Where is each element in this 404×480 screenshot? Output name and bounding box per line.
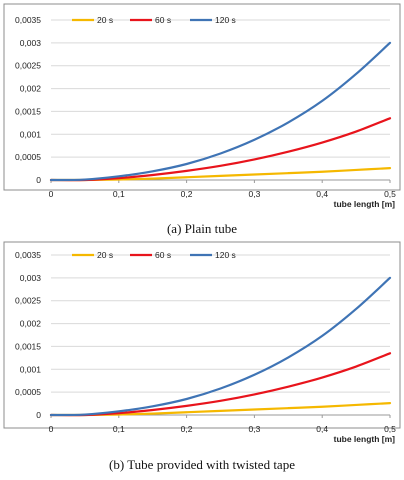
chart-panel-b: 0 0,0005 0,001 0,0015 0,002 0,0025 0,003 0,0035… bbox=[0, 240, 404, 480]
y-tick-label: 0,002 bbox=[20, 319, 42, 329]
chart-frame bbox=[3, 3, 401, 191]
legend-label: 20 s bbox=[97, 250, 113, 260]
x-tick-label: 0,2 bbox=[181, 189, 193, 199]
legend-label: 120 s bbox=[215, 250, 236, 260]
x-tick-label: 0 bbox=[49, 424, 54, 434]
x-tick-label: 0,4 bbox=[316, 189, 328, 199]
y-tick-label: 0,0015 bbox=[15, 341, 41, 351]
chart-plain-tube: 0 0,0005 0,001 0,0015 0,002 0,0025 0,003 0,0035… bbox=[3, 3, 401, 209]
x-axis-label: tube length [m] bbox=[334, 199, 396, 209]
x-tick-label: 0,5 bbox=[384, 189, 396, 199]
x-tick-label: 0,1 bbox=[113, 189, 125, 199]
chart-frame bbox=[3, 241, 401, 429]
y-tick-label: 0,002 bbox=[20, 84, 42, 94]
y-tick-label: 0,0015 bbox=[15, 106, 41, 116]
chart-twisted-tape: 0 0,0005 0,001 0,0015 0,002 0,0025 0,003 0,0035… bbox=[3, 241, 401, 444]
series-line bbox=[49, 41, 392, 182]
x-tick-label: 0,4 bbox=[316, 424, 328, 434]
y-tick-label: 0,0025 bbox=[15, 296, 41, 306]
y-tick-label: 0 bbox=[36, 175, 41, 185]
y-tick-label: 0,001 bbox=[20, 129, 42, 139]
chart-panel-a: 0 0,0005 0,001 0,0015 0,002 0,0025 0,003 0,0035… bbox=[3, 3, 401, 236]
legend-label: 60 s bbox=[155, 250, 171, 260]
caption-plain-tube: (a) Plain tube bbox=[166, 221, 238, 236]
y-tick-label: 0,0035 bbox=[15, 250, 41, 260]
x-tick-label: 0,5 bbox=[384, 424, 396, 434]
x-tick-label: 0,3 bbox=[248, 424, 260, 434]
legend-label: 120 s bbox=[215, 15, 236, 25]
legend-label: 60 s bbox=[155, 15, 171, 25]
x-tick-label: 0,3 bbox=[248, 189, 260, 199]
y-tick-label: 0,003 bbox=[20, 38, 42, 48]
x-tick-label: 0,2 bbox=[181, 424, 193, 434]
x-tick-label: 0,1 bbox=[113, 424, 125, 434]
x-tick-label: 0 bbox=[49, 189, 54, 199]
legend-label: 20 s bbox=[97, 15, 113, 25]
y-tick-label: 0,0035 bbox=[15, 15, 41, 25]
series-line bbox=[49, 276, 392, 417]
y-tick-label: 0 bbox=[36, 410, 41, 420]
y-tick-label: 0,0025 bbox=[15, 61, 41, 71]
y-tick-label: 0,001 bbox=[20, 364, 42, 374]
series-line bbox=[49, 117, 392, 182]
y-tick-label: 0,0005 bbox=[15, 152, 41, 162]
caption-twisted-tape: (b) Tube provided with twisted tape bbox=[109, 457, 295, 472]
y-tick-label: 0,0005 bbox=[15, 387, 41, 397]
series-line bbox=[49, 352, 392, 417]
x-axis-label: tube length [m] bbox=[334, 434, 396, 444]
y-tick-label: 0,003 bbox=[20, 273, 42, 283]
